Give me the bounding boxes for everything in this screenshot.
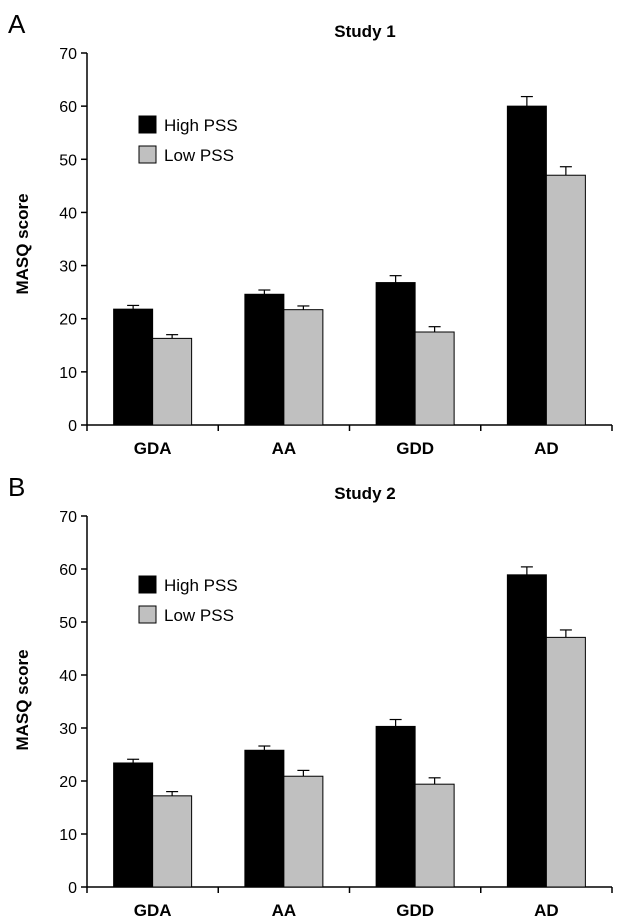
bar-low-pss <box>414 783 455 888</box>
x-tick-label: GDA <box>134 901 172 920</box>
legend-swatch-low-pss <box>138 145 157 164</box>
x-tick-label: AD <box>534 439 559 458</box>
bar-high-pss <box>244 293 285 426</box>
legend-swatch-low-pss <box>138 605 157 624</box>
y-tick-label: 50 <box>59 152 77 169</box>
y-tick-label: 30 <box>59 259 77 276</box>
legend-swatch-high-pss <box>138 115 157 134</box>
bar-low-pss <box>283 309 324 426</box>
panel-letter-a: A <box>8 9 26 39</box>
y-tick-label: 60 <box>59 99 77 116</box>
bar-high-pss <box>375 725 416 888</box>
y-tick-label: 20 <box>59 312 77 329</box>
y-tick-label: 20 <box>59 774 77 791</box>
bar-low-pss <box>152 795 193 888</box>
legend-swatch-high-pss <box>138 575 157 594</box>
bar-low-pss <box>283 775 324 888</box>
x-tick-label: AA <box>272 901 297 920</box>
bar-high-pss <box>506 574 547 888</box>
x-tick-label: GDA <box>134 439 172 458</box>
y-tick-label: 70 <box>59 46 77 63</box>
y-tick-label: 30 <box>59 721 77 738</box>
bar-high-pss <box>506 105 547 426</box>
y-tick-label: 10 <box>59 827 77 844</box>
x-tick-label: GDD <box>396 439 434 458</box>
y-tick-label: 0 <box>68 880 77 897</box>
bar-high-pss <box>244 749 285 888</box>
legend-label-high-pss: High PSS <box>164 576 238 595</box>
x-tick-label: AD <box>534 901 559 920</box>
legend-label-low-pss: Low PSS <box>164 146 234 165</box>
bar-high-pss <box>113 762 154 888</box>
legend-label-high-pss: High PSS <box>164 116 238 135</box>
y-axis-label-a: MASQ score <box>13 193 32 294</box>
y-axis-label-b: MASQ score <box>13 649 32 750</box>
y-tick-label: 60 <box>59 562 77 579</box>
x-tick-label: GDD <box>396 901 434 920</box>
panel-b: B Study 2 MASQ score 0 10 20 30 40 50 60 70 GDA A… <box>8 472 613 920</box>
y-tick-label: 40 <box>59 668 77 685</box>
bar-low-pss <box>152 337 193 426</box>
legend-label-low-pss: Low PSS <box>164 606 234 625</box>
bar-low-pss <box>545 174 586 426</box>
y-tick-label: 0 <box>68 418 77 435</box>
bar-high-pss <box>113 308 154 426</box>
bar-low-pss <box>545 636 586 888</box>
chart-title-study-2: Study 2 <box>334 484 395 503</box>
y-tick-label: 40 <box>59 205 77 222</box>
panel-a: A Study 1 MASQ score 0 10 20 30 40 50 60 70 GDA A… <box>8 9 613 458</box>
x-tick-label: AA <box>272 439 297 458</box>
bar-low-pss <box>414 331 455 426</box>
bar-high-pss <box>375 282 416 426</box>
panel-letter-b: B <box>8 472 25 502</box>
y-tick-label: 50 <box>59 615 77 632</box>
y-tick-label: 70 <box>59 509 77 526</box>
y-tick-label: 10 <box>59 365 77 382</box>
chart-title-study-1: Study 1 <box>334 22 395 41</box>
